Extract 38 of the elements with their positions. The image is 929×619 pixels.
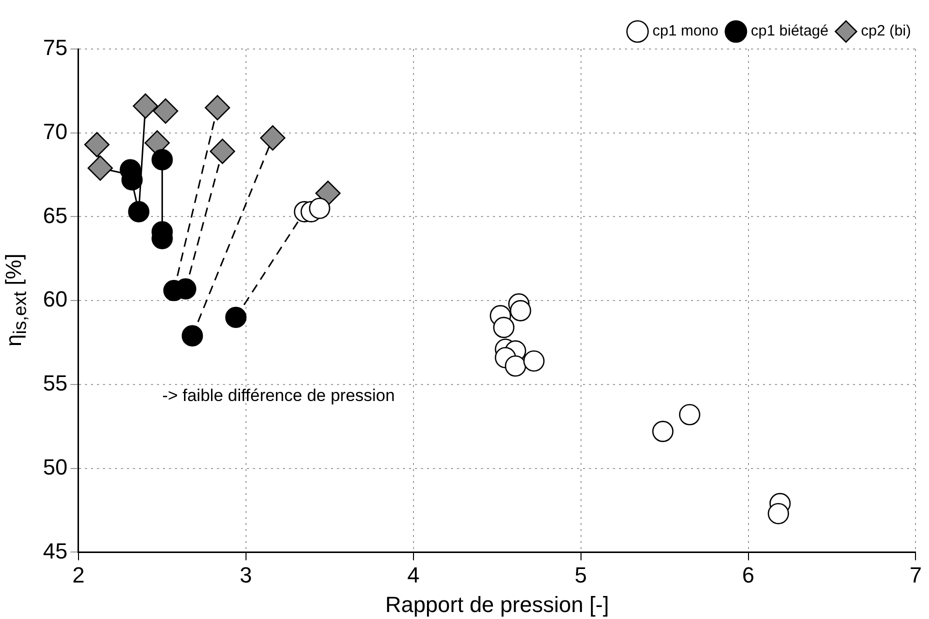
- point: [308, 198, 330, 219]
- point: [84, 132, 110, 158]
- point: [504, 355, 526, 377]
- x-tick-label: 5: [574, 562, 587, 588]
- point: [493, 316, 514, 338]
- point: [768, 502, 790, 524]
- point: [210, 138, 236, 164]
- point: [523, 350, 545, 372]
- point: [204, 95, 230, 120]
- legend-label: cp1 biétagé: [750, 22, 828, 40]
- y-tick-label: 65: [42, 202, 68, 228]
- x-tick-label: 3: [240, 562, 252, 588]
- legend-label: cp2 (bi): [860, 22, 912, 40]
- point: [510, 300, 532, 322]
- y-tick-label: 50: [42, 454, 68, 480]
- point: [260, 125, 286, 151]
- x-tick-label: 6: [742, 562, 754, 588]
- annotation: -> faible différence de pression: [162, 386, 395, 405]
- x-axis-title: Rapport de pression [-]: [385, 592, 609, 617]
- point: [315, 180, 341, 206]
- point: [128, 201, 150, 222]
- x-tick-label: 7: [910, 562, 922, 588]
- point: [152, 98, 178, 124]
- legend-label: cp1 mono: [652, 22, 718, 40]
- point: [652, 420, 674, 442]
- point: [225, 306, 247, 328]
- y-tick-label: 75: [42, 35, 68, 60]
- x-tick-label: 2: [72, 562, 85, 588]
- x-tick-label: 4: [407, 562, 420, 588]
- y-tick-label: 60: [42, 286, 68, 312]
- point: [132, 93, 158, 119]
- point: [679, 404, 700, 426]
- point: [88, 155, 113, 181]
- y-tick-label: 45: [42, 538, 68, 564]
- y-tick-label: 70: [42, 118, 68, 144]
- point: [182, 325, 203, 346]
- point: [152, 149, 173, 170]
- y-tick-label: 55: [42, 370, 68, 396]
